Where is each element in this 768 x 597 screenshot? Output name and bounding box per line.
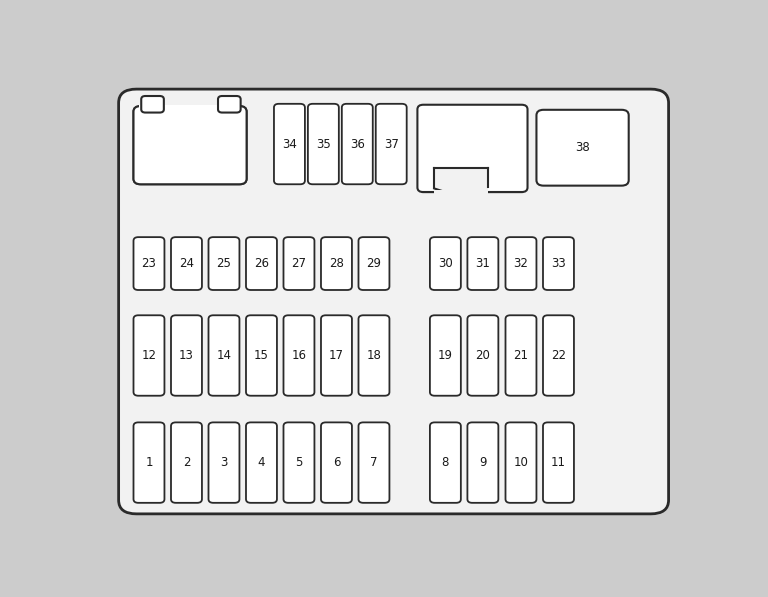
- FancyBboxPatch shape: [171, 315, 202, 396]
- FancyBboxPatch shape: [134, 423, 164, 503]
- Text: 16: 16: [292, 349, 306, 362]
- Text: 29: 29: [366, 257, 382, 270]
- FancyBboxPatch shape: [171, 237, 202, 290]
- Text: 22: 22: [551, 349, 566, 362]
- FancyBboxPatch shape: [505, 237, 537, 290]
- FancyBboxPatch shape: [283, 315, 314, 396]
- Text: 27: 27: [292, 257, 306, 270]
- FancyBboxPatch shape: [430, 237, 461, 290]
- FancyBboxPatch shape: [208, 315, 240, 396]
- FancyBboxPatch shape: [246, 237, 277, 290]
- Text: 34: 34: [282, 137, 297, 150]
- FancyBboxPatch shape: [376, 104, 407, 184]
- Text: 1: 1: [145, 456, 153, 469]
- FancyBboxPatch shape: [359, 237, 389, 290]
- FancyBboxPatch shape: [246, 423, 277, 503]
- FancyBboxPatch shape: [118, 89, 669, 514]
- FancyBboxPatch shape: [543, 237, 574, 290]
- Text: 14: 14: [217, 349, 231, 362]
- FancyBboxPatch shape: [246, 315, 277, 396]
- FancyBboxPatch shape: [505, 315, 537, 396]
- FancyBboxPatch shape: [134, 106, 247, 184]
- Text: 18: 18: [366, 349, 382, 362]
- Text: 6: 6: [333, 456, 340, 469]
- Text: 17: 17: [329, 349, 344, 362]
- Text: 2: 2: [183, 456, 190, 469]
- Text: 32: 32: [514, 257, 528, 270]
- Text: 26: 26: [254, 257, 269, 270]
- Text: 5: 5: [295, 456, 303, 469]
- Text: 12: 12: [141, 349, 157, 362]
- Text: 3: 3: [220, 456, 227, 469]
- FancyBboxPatch shape: [208, 237, 240, 290]
- Text: 15: 15: [254, 349, 269, 362]
- Text: 25: 25: [217, 257, 231, 270]
- Text: 9: 9: [479, 456, 487, 469]
- Polygon shape: [140, 104, 240, 109]
- FancyBboxPatch shape: [171, 423, 202, 503]
- Text: 24: 24: [179, 257, 194, 270]
- FancyBboxPatch shape: [430, 423, 461, 503]
- Text: 19: 19: [438, 349, 453, 362]
- Text: 36: 36: [350, 137, 365, 150]
- FancyBboxPatch shape: [141, 96, 164, 113]
- Text: 35: 35: [316, 137, 331, 150]
- Text: 37: 37: [384, 137, 399, 150]
- FancyBboxPatch shape: [283, 423, 314, 503]
- Text: 33: 33: [551, 257, 566, 270]
- Polygon shape: [220, 105, 239, 110]
- FancyBboxPatch shape: [430, 315, 461, 396]
- FancyBboxPatch shape: [321, 423, 352, 503]
- Text: 28: 28: [329, 257, 344, 270]
- FancyBboxPatch shape: [543, 315, 574, 396]
- FancyBboxPatch shape: [308, 104, 339, 184]
- FancyBboxPatch shape: [134, 237, 164, 290]
- FancyBboxPatch shape: [359, 423, 389, 503]
- FancyBboxPatch shape: [283, 237, 314, 290]
- FancyBboxPatch shape: [418, 104, 528, 192]
- FancyBboxPatch shape: [134, 315, 164, 396]
- FancyBboxPatch shape: [208, 423, 240, 503]
- Text: 13: 13: [179, 349, 194, 362]
- Polygon shape: [143, 105, 162, 110]
- Text: 10: 10: [514, 456, 528, 469]
- FancyBboxPatch shape: [543, 423, 574, 503]
- FancyBboxPatch shape: [321, 315, 352, 396]
- FancyBboxPatch shape: [321, 237, 352, 290]
- Text: 4: 4: [258, 456, 265, 469]
- FancyBboxPatch shape: [359, 315, 389, 396]
- FancyBboxPatch shape: [468, 237, 498, 290]
- FancyBboxPatch shape: [468, 315, 498, 396]
- FancyBboxPatch shape: [537, 110, 629, 186]
- Text: 20: 20: [475, 349, 490, 362]
- Polygon shape: [434, 168, 488, 196]
- Text: 30: 30: [438, 257, 453, 270]
- FancyBboxPatch shape: [468, 423, 498, 503]
- FancyBboxPatch shape: [342, 104, 372, 184]
- FancyBboxPatch shape: [134, 106, 247, 184]
- FancyBboxPatch shape: [274, 104, 305, 184]
- FancyBboxPatch shape: [505, 423, 537, 503]
- FancyBboxPatch shape: [218, 96, 240, 113]
- Text: 21: 21: [514, 349, 528, 362]
- Polygon shape: [434, 190, 488, 199]
- Text: 7: 7: [370, 456, 378, 469]
- Text: 31: 31: [475, 257, 490, 270]
- Text: 38: 38: [575, 141, 590, 154]
- Text: 23: 23: [141, 257, 157, 270]
- Text: 8: 8: [442, 456, 449, 469]
- Text: 11: 11: [551, 456, 566, 469]
